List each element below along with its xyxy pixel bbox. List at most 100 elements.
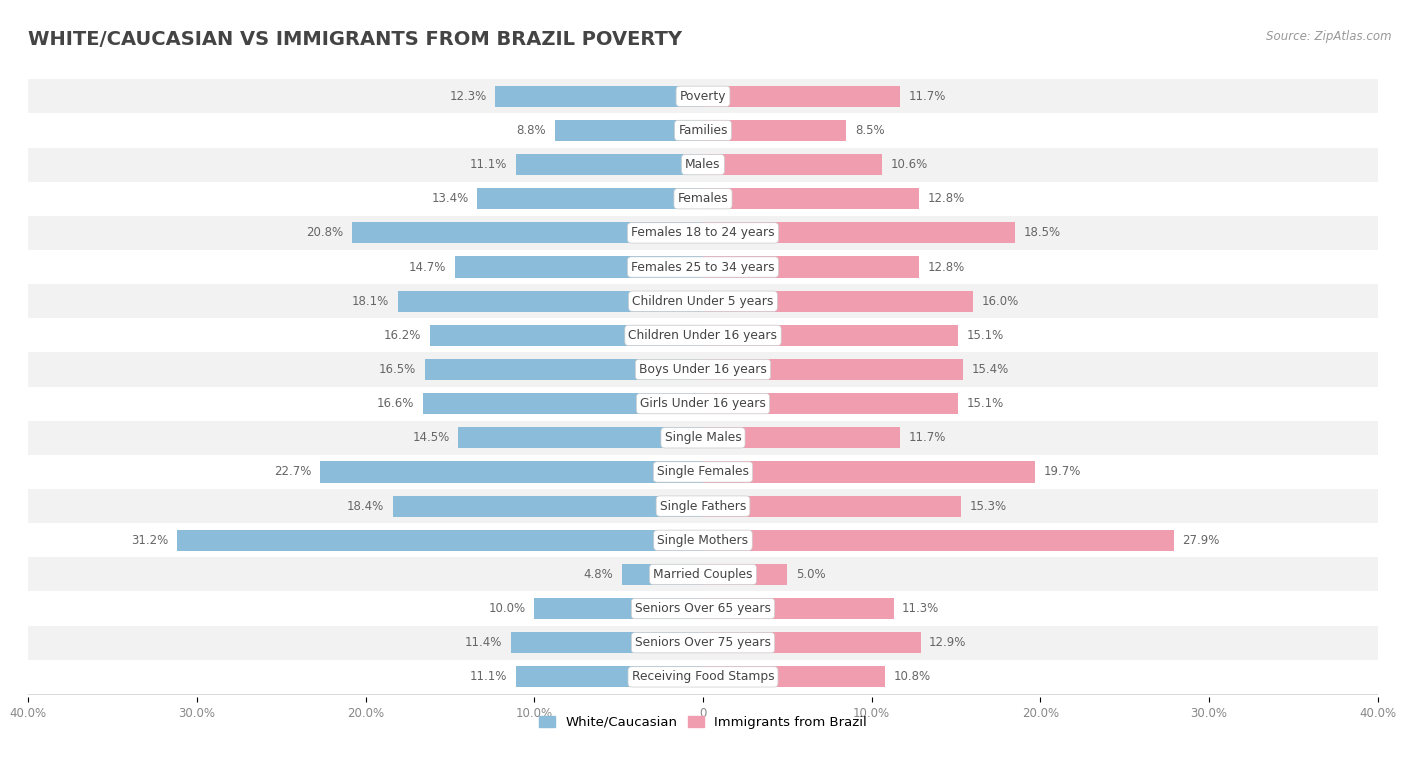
Text: Females: Females <box>678 193 728 205</box>
Text: 27.9%: 27.9% <box>1182 534 1219 547</box>
Text: 5.0%: 5.0% <box>796 568 825 581</box>
Bar <box>703 324 957 346</box>
Bar <box>703 256 920 277</box>
Text: Source: ZipAtlas.com: Source: ZipAtlas.com <box>1267 30 1392 43</box>
Bar <box>352 222 703 243</box>
Bar <box>28 659 1378 694</box>
Bar <box>703 564 787 585</box>
Bar <box>28 625 1378 659</box>
Bar <box>28 557 1378 591</box>
Bar <box>28 80 1378 114</box>
Bar <box>703 120 846 141</box>
Text: 15.4%: 15.4% <box>972 363 1008 376</box>
Bar <box>28 114 1378 148</box>
Bar <box>392 496 703 517</box>
Text: Girls Under 16 years: Girls Under 16 years <box>640 397 766 410</box>
Text: Single Mothers: Single Mothers <box>658 534 748 547</box>
Bar <box>703 496 962 517</box>
Text: Poverty: Poverty <box>679 89 727 103</box>
Bar <box>430 324 703 346</box>
Text: 18.1%: 18.1% <box>352 295 389 308</box>
Bar <box>703 359 963 380</box>
Text: Single Fathers: Single Fathers <box>659 500 747 512</box>
Bar <box>703 290 973 312</box>
Bar <box>28 250 1378 284</box>
Text: Seniors Over 75 years: Seniors Over 75 years <box>636 636 770 649</box>
Text: 12.8%: 12.8% <box>928 261 965 274</box>
Bar <box>703 222 1015 243</box>
Bar <box>621 564 703 585</box>
Text: 8.5%: 8.5% <box>855 124 884 137</box>
Bar <box>703 598 894 619</box>
Text: 11.3%: 11.3% <box>903 602 939 615</box>
Text: 16.0%: 16.0% <box>981 295 1018 308</box>
Text: Receiving Food Stamps: Receiving Food Stamps <box>631 670 775 684</box>
Bar <box>703 666 886 688</box>
Bar <box>456 256 703 277</box>
Text: 16.2%: 16.2% <box>384 329 422 342</box>
Text: 18.4%: 18.4% <box>347 500 384 512</box>
Text: WHITE/CAUCASIAN VS IMMIGRANTS FROM BRAZIL POVERTY: WHITE/CAUCASIAN VS IMMIGRANTS FROM BRAZI… <box>28 30 682 49</box>
Bar <box>458 428 703 449</box>
Text: 11.1%: 11.1% <box>470 670 508 684</box>
Text: 10.6%: 10.6% <box>890 158 928 171</box>
Bar <box>28 455 1378 489</box>
Bar <box>703 154 882 175</box>
Bar <box>423 393 703 414</box>
Bar <box>554 120 703 141</box>
Text: 15.3%: 15.3% <box>970 500 1007 512</box>
Bar <box>703 86 900 107</box>
Text: 16.5%: 16.5% <box>380 363 416 376</box>
Text: 18.5%: 18.5% <box>1024 227 1060 240</box>
Text: Single Females: Single Females <box>657 465 749 478</box>
Bar <box>534 598 703 619</box>
Bar <box>398 290 703 312</box>
Text: 11.7%: 11.7% <box>908 431 946 444</box>
Text: 11.7%: 11.7% <box>908 89 946 103</box>
Bar <box>703 632 921 653</box>
Text: Married Couples: Married Couples <box>654 568 752 581</box>
Text: 8.8%: 8.8% <box>516 124 546 137</box>
Bar <box>510 632 703 653</box>
Bar <box>28 148 1378 182</box>
Text: Children Under 16 years: Children Under 16 years <box>628 329 778 342</box>
Text: Boys Under 16 years: Boys Under 16 years <box>640 363 766 376</box>
Bar <box>703 393 957 414</box>
Bar <box>703 428 900 449</box>
Bar <box>28 523 1378 557</box>
Bar <box>425 359 703 380</box>
Text: 11.1%: 11.1% <box>470 158 508 171</box>
Text: Seniors Over 65 years: Seniors Over 65 years <box>636 602 770 615</box>
Text: 20.8%: 20.8% <box>307 227 343 240</box>
Text: Females 18 to 24 years: Females 18 to 24 years <box>631 227 775 240</box>
Text: 31.2%: 31.2% <box>131 534 169 547</box>
Bar <box>28 591 1378 625</box>
Bar <box>516 666 703 688</box>
Bar <box>703 530 1174 551</box>
Bar <box>28 387 1378 421</box>
Bar <box>495 86 703 107</box>
Bar <box>28 182 1378 216</box>
Text: Males: Males <box>685 158 721 171</box>
Text: 16.6%: 16.6% <box>377 397 415 410</box>
Text: Children Under 5 years: Children Under 5 years <box>633 295 773 308</box>
Legend: White/Caucasian, Immigrants from Brazil: White/Caucasian, Immigrants from Brazil <box>534 711 872 735</box>
Text: 19.7%: 19.7% <box>1043 465 1081 478</box>
Text: 10.0%: 10.0% <box>489 602 526 615</box>
Text: Single Males: Single Males <box>665 431 741 444</box>
Text: 15.1%: 15.1% <box>966 397 1004 410</box>
Text: 15.1%: 15.1% <box>966 329 1004 342</box>
Bar <box>516 154 703 175</box>
Text: 22.7%: 22.7% <box>274 465 312 478</box>
Text: 12.3%: 12.3% <box>450 89 486 103</box>
Bar <box>477 188 703 209</box>
Text: Families: Families <box>678 124 728 137</box>
Bar <box>28 284 1378 318</box>
Text: 11.4%: 11.4% <box>465 636 502 649</box>
Text: 12.9%: 12.9% <box>929 636 966 649</box>
Bar <box>177 530 703 551</box>
Bar <box>28 421 1378 455</box>
Text: 14.7%: 14.7% <box>409 261 447 274</box>
Bar <box>28 216 1378 250</box>
Text: 14.5%: 14.5% <box>413 431 450 444</box>
